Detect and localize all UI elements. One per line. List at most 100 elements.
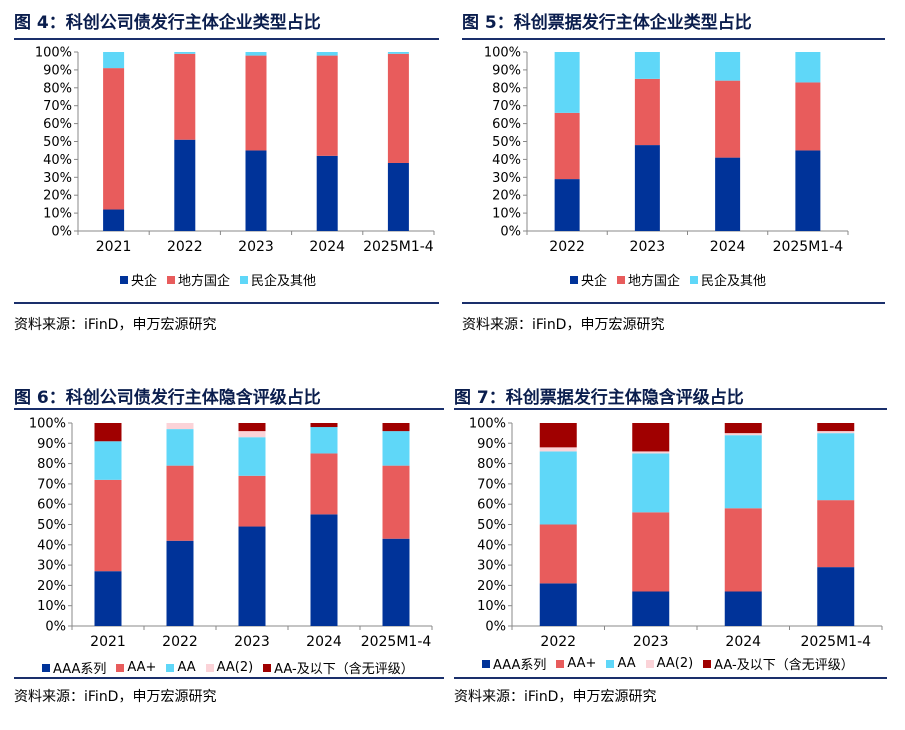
y-tick-label: 80% — [492, 81, 521, 96]
bar-segment — [382, 431, 410, 466]
bar-segment — [632, 423, 670, 452]
legend-item: AA(2) — [205, 660, 254, 675]
bar-segment — [387, 162, 409, 231]
source-rule — [462, 302, 885, 304]
bar-segment — [795, 150, 821, 231]
y-tick-label: 40% — [43, 153, 72, 168]
title-rule — [462, 38, 885, 40]
legend-label: AAA系列 — [493, 658, 547, 673]
legend-label: 央企 — [131, 274, 158, 289]
chart-title: 图 6：科创公司债发行主体隐含评级占比 — [14, 388, 321, 408]
bar-segment — [245, 150, 267, 231]
y-tick-label: 40% — [37, 538, 66, 553]
chart-title: 图 7：科创票据发行主体隐含评级占比 — [454, 388, 744, 408]
y-tick-label: 50% — [477, 518, 506, 533]
x-tick-label: 2023 — [238, 239, 274, 255]
y-tick-label: 40% — [492, 153, 521, 168]
chart-panel-fig6: 图 6：科创公司债发行主体隐含评级占比 0% 10% 20% 30% 40% 50% 60%… — [14, 383, 444, 713]
legend-item: AA — [166, 660, 196, 675]
legend-item: 央企 — [570, 270, 607, 289]
legend-swatch — [482, 659, 490, 668]
legend-label: 央企 — [581, 274, 608, 289]
x-tick-label: 2025M1-4 — [361, 634, 432, 650]
legend-swatch — [167, 275, 176, 284]
x-tick-label: 2022 — [549, 239, 585, 255]
legend-label: AA(2) — [216, 660, 254, 675]
source-note: 资料来源：iFinD，申万宏源研究 — [14, 317, 217, 333]
y-tick-label: 80% — [477, 457, 506, 472]
bar-segment — [632, 591, 670, 626]
chart-panel-fig4: 图 4：科创公司债发行主体企业类型占比 0% 10% 20% 30% 40% 50% 60%… — [14, 8, 439, 338]
legend-label: 民企及其他 — [251, 274, 317, 289]
bar-segment — [174, 139, 196, 231]
bar-segment — [817, 500, 855, 568]
x-tick-label: 2024 — [306, 634, 342, 650]
legend-item: 民企及其他 — [690, 270, 766, 289]
bar-segment — [634, 78, 660, 146]
bar-segment — [166, 540, 194, 626]
chart-legend: AAA系列 AA+ AA AA(2) AA-及以下（含无评级） — [482, 654, 854, 673]
y-tick-label: 10% — [43, 207, 72, 222]
source-rule — [14, 302, 439, 304]
title-rule — [14, 38, 439, 40]
bar-segment — [238, 431, 266, 438]
y-tick-label: 0% — [51, 225, 72, 240]
bar-segment — [554, 179, 580, 231]
bar-segment — [634, 52, 660, 79]
legend-swatch — [120, 275, 128, 284]
bar-segment — [103, 68, 125, 210]
x-tick-label: 2021 — [96, 239, 132, 255]
y-tick-label: 20% — [37, 579, 66, 594]
chart-title: 图 4：科创公司债发行主体企业类型占比 — [14, 13, 321, 33]
bar-segment — [238, 475, 266, 527]
y-tick-label: 20% — [477, 579, 506, 594]
bar-segment — [539, 447, 577, 452]
bar-segment — [238, 526, 266, 626]
bar-segment — [387, 53, 409, 163]
bar-segment — [817, 423, 855, 432]
bar-segment — [554, 112, 580, 180]
legend-swatch — [205, 663, 214, 672]
bar-segment — [387, 52, 409, 54]
bar-segment — [238, 423, 266, 432]
chart-plot: 0% 10% 20% 30% 40% 50% 60% 70% 80% 90% 100% 2021 202… — [29, 417, 433, 650]
legend-label: AA+ — [567, 656, 597, 671]
chart-plot: 0% 10% 20% 30% 40% 50% 60% 70% 80% 90% 100% 2022 202… — [484, 46, 849, 255]
chart-title: 图 5：科创票据发行主体企业类型占比 — [462, 13, 752, 33]
source-rule — [14, 677, 444, 679]
legend-swatch — [556, 659, 565, 668]
bar-segment — [382, 465, 410, 539]
legend-item: AAA系列 — [42, 658, 106, 677]
y-tick-label: 10% — [477, 599, 506, 614]
x-tick-label: 2024 — [725, 634, 761, 650]
legend-swatch — [42, 663, 50, 672]
legend-label: AAA系列 — [53, 662, 107, 677]
x-tick-label: 2025M1-4 — [800, 634, 871, 650]
bar-segment — [166, 429, 194, 466]
legend-item: AA+ — [556, 656, 596, 671]
legend-label: AA(2) — [656, 656, 694, 671]
legend-item: AA+ — [116, 660, 156, 675]
y-tick-label: 30% — [43, 171, 72, 186]
x-tick-label: 2022 — [540, 634, 576, 650]
legend-swatch — [116, 663, 125, 672]
bar-segment — [715, 157, 741, 231]
y-tick-label: 90% — [477, 437, 506, 452]
legend-label: AA-及以下（含无评级） — [714, 658, 854, 673]
bar-segment — [724, 591, 762, 626]
y-tick-label: 70% — [43, 99, 72, 114]
bar-segment — [316, 155, 338, 231]
legend-swatch — [606, 659, 615, 668]
legend-label: 地方国企 — [628, 274, 681, 289]
y-tick-label: 20% — [43, 189, 72, 204]
legend-swatch — [617, 275, 626, 284]
legend-swatch — [166, 663, 175, 672]
y-tick-label: 80% — [37, 457, 66, 472]
bar-segment — [94, 423, 122, 442]
legend-label: AA+ — [127, 660, 157, 675]
bar-segment — [724, 423, 762, 434]
chart-legend: 央企 地方国企 民企及其他 — [120, 270, 316, 289]
x-tick-label: 2023 — [633, 634, 669, 650]
bar-segment — [554, 52, 580, 113]
bar-segment — [166, 423, 194, 430]
